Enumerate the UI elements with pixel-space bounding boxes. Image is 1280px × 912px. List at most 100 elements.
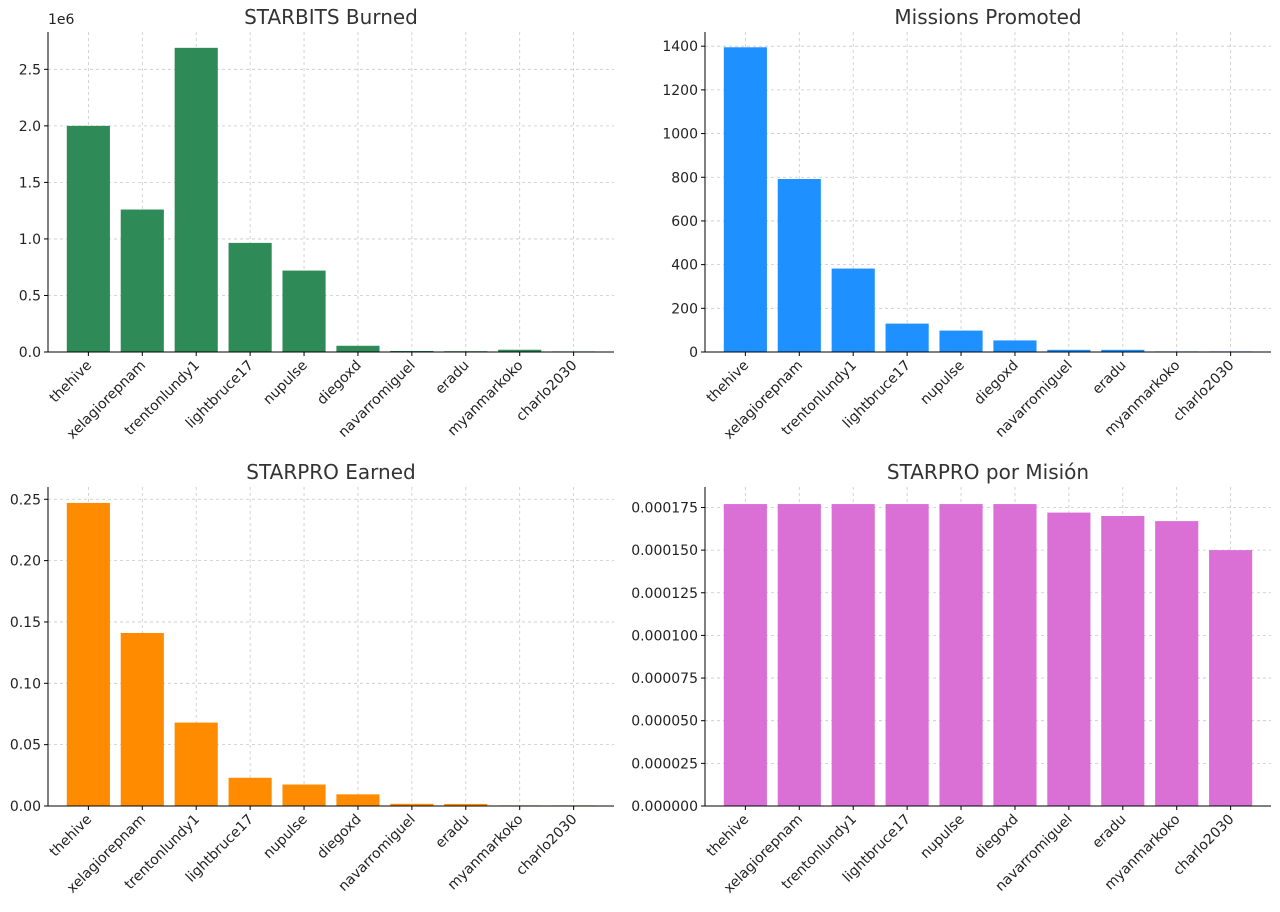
bar-xelagiorepnam <box>777 179 821 352</box>
bar-navarromiguel <box>1047 512 1091 806</box>
x-tick-label-thehive: thehive <box>47 812 96 861</box>
bar-trentonlundy1 <box>174 47 218 353</box>
bar-trentonlundy1 <box>831 504 875 806</box>
bar-diegoxd <box>993 504 1037 806</box>
y-tick-label: 0.10 <box>10 676 41 692</box>
bars <box>66 47 596 353</box>
bar-lightbruce17 <box>885 323 929 352</box>
bar-nupulse <box>939 504 983 806</box>
y-tick-label: 0.000100 <box>631 628 698 644</box>
y-tick-label: 1.0 <box>19 232 41 248</box>
bars <box>66 502 596 806</box>
x-tick-label-eradu: eradu <box>1090 812 1130 852</box>
subplot-missions-promoted: 0 200 400 600 800 1000 1200 1400 thehivexelagior… <box>662 5 1271 443</box>
x-tick-label-thehive: thehive <box>47 358 96 407</box>
y-tick-label: 0.000125 <box>631 586 698 602</box>
bar-trentonlundy1 <box>831 268 875 352</box>
bar-diegoxd <box>336 794 380 806</box>
bar-thehive <box>66 125 110 352</box>
subplot-starbits-burned: 0.0 0.5 1.0 1.5 2.0 2.5 thehivexelagiorepnamtr… <box>19 5 614 443</box>
bar-charlo2030 <box>1209 550 1253 806</box>
x-tick-label-thehive: thehive <box>704 358 753 407</box>
y-tick-label: 0.20 <box>10 554 41 570</box>
bar-navarromiguel <box>390 803 434 806</box>
x-tick-label-eradu: eradu <box>1090 358 1130 398</box>
y-tick-label: 0.000025 <box>631 756 698 772</box>
bar-xelagiorepnam <box>777 504 821 806</box>
x-ticks: thehivexelagiorepnamtrentonlundy1lightbr… <box>47 352 580 443</box>
y-tick-label: 0.00 <box>10 799 41 815</box>
bar-navarromiguel <box>390 350 434 352</box>
x-tick-label-nupulse: nupulse <box>917 358 967 408</box>
y-tick-label: 200 <box>671 301 698 317</box>
bar-lightbruce17 <box>228 242 272 352</box>
x-tick-label-diegoxd: diegoxd <box>971 812 1022 863</box>
x-tick-label-diegoxd: diegoxd <box>314 358 365 409</box>
y-tick-label: 0.05 <box>10 738 41 754</box>
y-tick-label: 2.0 <box>19 119 41 135</box>
bars <box>723 504 1253 806</box>
bar-nupulse <box>282 784 326 806</box>
chart-title: Missions Promoted <box>894 5 1081 29</box>
x-tick-label-thehive: thehive <box>704 812 753 861</box>
bar-thehive <box>723 504 767 806</box>
bar-xelagiorepnam <box>120 633 164 806</box>
y-scale-label: 1e6 <box>48 12 75 28</box>
y-tick-label: 0.000075 <box>631 671 698 687</box>
x-tick-label-nupulse: nupulse <box>260 358 310 408</box>
y-ticks: 0.000000 0.000025 0.000050 0.000075 0.000100… <box>631 500 705 815</box>
y-tick-label: 800 <box>671 170 698 186</box>
bar-diegoxd <box>336 345 380 352</box>
y-tick-label: 0.000050 <box>631 714 698 730</box>
x-tick-label-eradu: eradu <box>433 812 473 852</box>
y-ticks: 0 200 400 600 800 1000 1200 1400 <box>662 39 705 361</box>
y-tick-label: 0 <box>689 345 698 361</box>
x-tick-label-diegoxd: diegoxd <box>971 358 1022 409</box>
x-tick-label-diegoxd: diegoxd <box>314 812 365 863</box>
bar-eradu <box>1101 349 1145 352</box>
chart-title: STARPRO Earned <box>246 460 415 484</box>
bar-nupulse <box>939 330 983 352</box>
bar-lightbruce17 <box>885 504 929 806</box>
y-tick-label: 1400 <box>662 39 698 55</box>
x-ticks: thehivexelagiorepnamtrentonlundy1lightbr… <box>47 806 580 897</box>
chart-title: STARPRO por Misión <box>887 460 1089 484</box>
y-ticks: 0.00 0.05 0.10 0.15 0.20 0.25 <box>10 492 48 815</box>
x-ticks: thehivexelagiorepnamtrentonlundy1lightbr… <box>704 806 1237 897</box>
x-tick-label-eradu: eradu <box>433 358 473 398</box>
bar-trentonlundy1 <box>174 722 218 806</box>
bar-myanmarkoko <box>1155 521 1199 806</box>
x-tick-label-nupulse: nupulse <box>917 812 967 862</box>
y-tick-label: 600 <box>671 214 698 230</box>
bar-thehive <box>66 502 110 806</box>
bar-xelagiorepnam <box>120 209 164 352</box>
y-tick-label: 1.5 <box>19 175 41 191</box>
subplot-starpro-por-mision: 0.000000 0.000025 0.000050 0.000075 0.000100… <box>631 460 1271 897</box>
y-tick-label: 1000 <box>662 127 698 143</box>
y-tick-label: 0.000000 <box>631 799 698 815</box>
bar-nupulse <box>282 270 326 352</box>
y-tick-label: 2.5 <box>19 62 41 78</box>
x-ticks: thehivexelagiorepnamtrentonlundy1lightbr… <box>704 352 1237 443</box>
y-ticks: 0.0 0.5 1.0 1.5 2.0 2.5 <box>19 62 48 361</box>
y-tick-label: 0.5 <box>19 288 41 304</box>
bar-diegoxd <box>993 340 1037 352</box>
bar-thehive <box>723 47 767 353</box>
bar-eradu <box>444 803 488 806</box>
bars <box>723 47 1253 353</box>
y-tick-label: 400 <box>671 258 698 274</box>
bar-navarromiguel <box>1047 349 1091 352</box>
chart-title: STARBITS Burned <box>244 5 418 29</box>
y-tick-label: 0.000150 <box>631 543 698 559</box>
x-tick-label-nupulse: nupulse <box>260 812 310 862</box>
bar-eradu <box>1101 516 1145 806</box>
bar-lightbruce17 <box>228 777 272 806</box>
y-tick-label: 1200 <box>662 83 698 99</box>
subplot-starpro-earned: 0.00 0.05 0.10 0.15 0.20 0.25 thehivexelagiore… <box>10 460 614 897</box>
y-tick-label: 0.000175 <box>631 500 698 516</box>
y-tick-label: 0.25 <box>10 492 41 508</box>
y-tick-label: 0.15 <box>10 615 41 631</box>
bar-myanmarkoko <box>498 349 542 352</box>
y-tick-label: 0.0 <box>19 345 41 361</box>
